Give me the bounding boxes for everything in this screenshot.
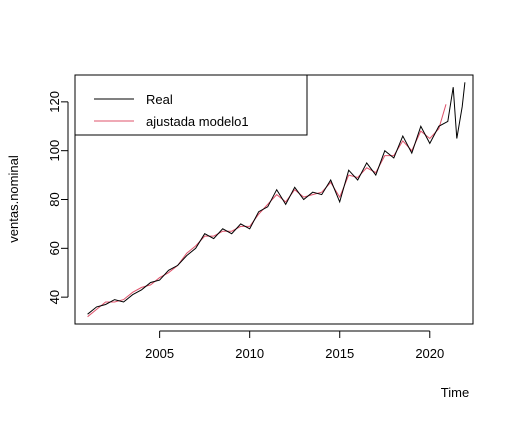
y-tick-label: 100 xyxy=(47,140,62,162)
series-line-ajustada-modelo1 xyxy=(87,104,447,318)
legend-label-ajustada: ajustada modelo1 xyxy=(146,114,249,129)
legend-label-real: Real xyxy=(146,92,173,107)
x-tick-label: 2020 xyxy=(415,346,444,361)
y-tick-label: 120 xyxy=(47,91,62,113)
x-tick-label: 2010 xyxy=(235,346,264,361)
y-tick-label: 80 xyxy=(47,192,62,206)
y-axis-title: ventas.nominal xyxy=(6,155,21,243)
y-tick-label: 60 xyxy=(47,241,62,255)
x-tick-label: 2005 xyxy=(145,346,174,361)
x-axis: 2005 2010 2015 2020 xyxy=(145,330,444,361)
legend-box xyxy=(74,74,308,136)
y-tick-label: 40 xyxy=(47,290,62,304)
x-axis-title: Time xyxy=(441,385,469,400)
series-line-real xyxy=(87,82,466,315)
y-axis: 40 60 80 100 120 xyxy=(47,91,69,304)
series-layer xyxy=(87,82,466,318)
x-tick-label: 2015 xyxy=(325,346,354,361)
legend: Real ajustada modelo1 xyxy=(74,74,308,136)
